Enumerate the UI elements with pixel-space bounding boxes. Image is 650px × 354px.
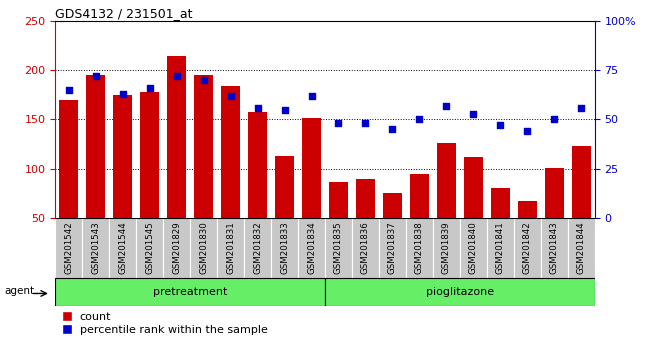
Bar (275, 156, 294, 218)
Point (118, 91, 128, 97)
Bar (302, 118, 321, 218)
FancyBboxPatch shape (568, 218, 595, 278)
FancyBboxPatch shape (406, 218, 433, 278)
Point (549, 117, 560, 122)
Point (252, 105, 263, 110)
FancyBboxPatch shape (379, 218, 406, 278)
Text: GSM201836: GSM201836 (361, 221, 370, 274)
Point (226, 93, 236, 99)
Text: GSM201839: GSM201839 (442, 222, 451, 274)
Point (64, 87, 74, 93)
FancyBboxPatch shape (487, 218, 514, 278)
Point (468, 111, 478, 116)
FancyBboxPatch shape (433, 218, 460, 278)
FancyBboxPatch shape (514, 218, 541, 278)
Bar (59, 100, 78, 218)
Text: GSM201831: GSM201831 (226, 221, 235, 274)
Point (280, 107, 290, 113)
Point (90, 73, 101, 79)
Bar (383, 193, 402, 218)
Bar (437, 143, 456, 218)
Bar (572, 146, 591, 218)
Text: GSM201833: GSM201833 (280, 221, 289, 274)
Text: GSM201840: GSM201840 (469, 221, 478, 274)
Text: GSM201542: GSM201542 (64, 221, 73, 274)
Text: GSM201843: GSM201843 (550, 221, 559, 274)
Text: agent: agent (5, 286, 34, 296)
FancyBboxPatch shape (217, 218, 244, 278)
Text: GSM201838: GSM201838 (415, 221, 424, 274)
FancyBboxPatch shape (136, 218, 163, 278)
Point (387, 126, 398, 132)
Bar (329, 182, 348, 218)
FancyBboxPatch shape (460, 218, 487, 278)
FancyBboxPatch shape (82, 218, 109, 278)
Point (144, 85, 155, 91)
Bar (194, 75, 213, 218)
Bar (140, 92, 159, 218)
Bar (356, 179, 375, 218)
Point (333, 121, 344, 126)
Point (495, 122, 506, 128)
Bar (545, 167, 564, 218)
Point (360, 121, 370, 126)
Text: GSM201837: GSM201837 (388, 221, 397, 274)
Legend: count, percentile rank within the sample: count, percentile rank within the sample (61, 312, 268, 335)
Text: pretreatment: pretreatment (153, 287, 228, 297)
FancyBboxPatch shape (352, 218, 379, 278)
FancyBboxPatch shape (109, 218, 136, 278)
Text: pioglitazone: pioglitazone (426, 287, 494, 297)
FancyBboxPatch shape (190, 218, 217, 278)
Text: GSM201543: GSM201543 (91, 221, 100, 274)
Text: GSM201844: GSM201844 (577, 221, 586, 274)
Text: GSM201544: GSM201544 (118, 221, 127, 274)
Bar (491, 188, 510, 218)
Text: GSM201835: GSM201835 (334, 221, 343, 274)
Text: GSM201842: GSM201842 (523, 221, 532, 274)
FancyBboxPatch shape (325, 278, 595, 306)
FancyBboxPatch shape (325, 218, 352, 278)
Text: GSM201834: GSM201834 (307, 221, 316, 274)
Bar (113, 95, 132, 218)
Bar (410, 173, 429, 218)
FancyBboxPatch shape (298, 218, 325, 278)
FancyBboxPatch shape (541, 218, 568, 278)
Point (198, 78, 209, 83)
FancyBboxPatch shape (163, 218, 190, 278)
FancyBboxPatch shape (55, 278, 325, 306)
Bar (167, 56, 186, 218)
Point (576, 105, 586, 110)
Point (441, 103, 452, 109)
FancyBboxPatch shape (271, 218, 298, 278)
Bar (221, 86, 240, 218)
Text: GDS4132 / 231501_at: GDS4132 / 231501_at (55, 7, 193, 20)
Point (522, 129, 532, 134)
Bar (464, 157, 483, 218)
Text: GSM201545: GSM201545 (145, 221, 154, 274)
Text: GSM201830: GSM201830 (199, 221, 208, 274)
Point (414, 117, 424, 122)
Text: GSM201841: GSM201841 (496, 221, 505, 274)
Text: GSM201832: GSM201832 (253, 221, 262, 274)
Bar (248, 112, 267, 218)
Point (172, 73, 182, 79)
FancyBboxPatch shape (244, 218, 271, 278)
Text: GSM201829: GSM201829 (172, 222, 181, 274)
Bar (518, 201, 537, 218)
Bar (86, 75, 105, 218)
Point (306, 93, 317, 99)
FancyBboxPatch shape (55, 218, 82, 278)
